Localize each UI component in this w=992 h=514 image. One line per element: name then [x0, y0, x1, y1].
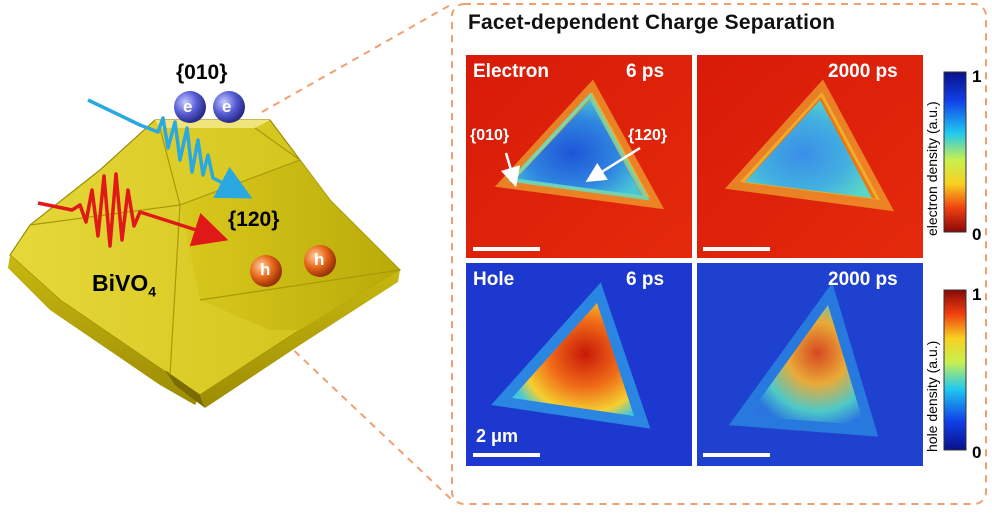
electron-symbol-1: e: [183, 97, 193, 116]
panel-facet-120-label: {120}: [628, 127, 668, 144]
electron-colorbar-min: 0: [972, 225, 982, 244]
facet-010-arrow: [500, 152, 521, 188]
facet-120-arrow: [585, 146, 641, 182]
panel-time-electron-2000ps: 2000 ps: [828, 61, 898, 82]
electron-1: [174, 91, 206, 123]
electron-colorbar-max: 1: [972, 67, 982, 86]
hole-symbol-1: h: [260, 260, 271, 279]
material-label: BiVO4: [92, 270, 157, 300]
panel-time-hole-6ps: 6 ps: [626, 269, 665, 290]
red-laser-pulse: [37, 172, 229, 248]
panel-hole-2000ps: [697, 263, 923, 466]
electron-colorbar: [943, 71, 967, 233]
hole-1: [250, 255, 282, 287]
panel-label-electron: Electron: [473, 61, 550, 82]
panel-electron-6ps: [466, 55, 692, 258]
figure-title: Facet-dependent Charge Separation: [468, 11, 836, 34]
hole-colorbar: [943, 289, 967, 451]
hole-colorbar-min: 0: [972, 443, 982, 462]
facet-120-label: {120}: [228, 208, 280, 231]
panel-label-hole: Hole: [473, 269, 515, 290]
hole-colorbar-title: hole density (a.u.): [924, 340, 940, 452]
scale-bar-label: 2 μm: [476, 426, 519, 446]
hole-colorbar-max: 1: [972, 285, 982, 304]
panel-facet-010-label: {010}: [470, 127, 510, 144]
panel-hole-6ps: [466, 263, 692, 466]
facet-010-label: {010}: [176, 61, 228, 84]
electron-colorbar-title: electron density (a.u.): [924, 101, 940, 236]
electron-particles: [174, 91, 245, 123]
hole-2: [304, 245, 336, 277]
bivo4-crystal: [8, 119, 401, 408]
hole-symbol-2: h: [314, 250, 325, 269]
blue-laser-pulse: [87, 98, 253, 199]
panel-time-electron-6ps: 6 ps: [626, 61, 665, 82]
electron-2: [213, 91, 245, 123]
panel-time-hole-2000ps: 2000 ps: [828, 269, 898, 290]
electron-symbol-2: e: [222, 97, 232, 116]
zoom-connector-lines: [261, 3, 453, 501]
hole-particles: [250, 245, 336, 287]
panel-electron-2000ps: [697, 55, 923, 258]
